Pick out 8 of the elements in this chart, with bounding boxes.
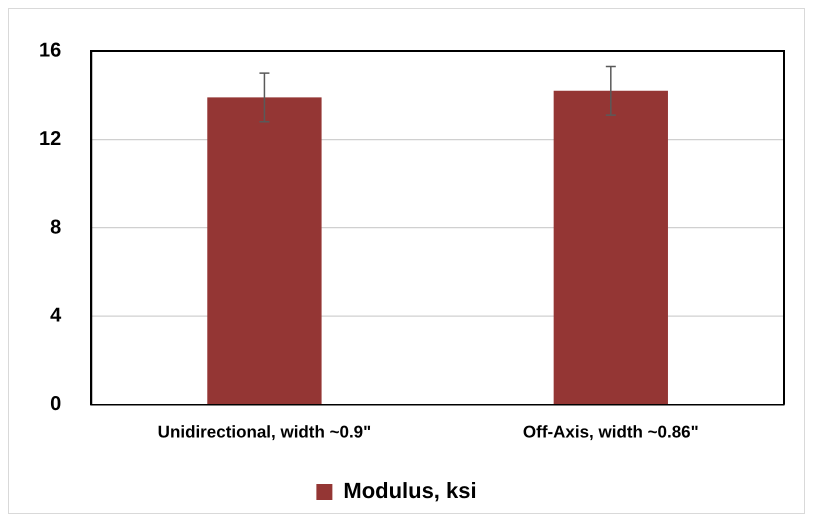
y-tick-label: 4 — [50, 304, 62, 327]
x-tick-label: Off-Axis, width ~0.86" — [522, 422, 699, 442]
y-tick-label: 8 — [50, 216, 62, 238]
y-tick-label: 16 — [38, 40, 62, 62]
y-tick-label: 0 — [50, 393, 62, 416]
x-tick-label: Unidirectional, width ~0.9" — [158, 422, 372, 442]
y-tick-label: 12 — [38, 128, 62, 150]
legend-label: Modulus, ksi — [343, 478, 477, 504]
